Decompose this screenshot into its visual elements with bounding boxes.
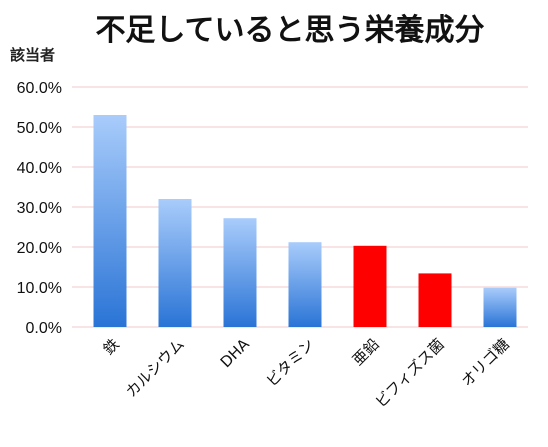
x-tick-label: ビタミン xyxy=(263,335,318,390)
x-axis-ticks: 鉄カルシウム DHA ビタミン 亜鉛ビフィズス菌 オリゴ糖 xyxy=(99,335,512,412)
bar-6 xyxy=(418,273,452,327)
y-axis-ticks: 0.0% 10.0% 20.0% 30.0% 40.0% 50.0% 60.0% xyxy=(17,80,62,337)
x-tick-label: オリゴ糖 xyxy=(458,335,513,390)
x-tick-label: DHA xyxy=(217,335,254,372)
x-tick-label: 鉄 xyxy=(99,335,122,358)
bar-7 xyxy=(483,287,517,327)
bar-2 xyxy=(158,199,192,327)
y-tick-label: 50.0% xyxy=(17,120,62,137)
bar-1 xyxy=(93,115,127,327)
bars xyxy=(93,115,517,327)
y-tick-label: 30.0% xyxy=(17,200,62,217)
x-tick-label: カルシウム xyxy=(122,335,188,401)
y-axis-label: 該当者 xyxy=(10,46,55,64)
bar-5 xyxy=(353,245,387,327)
y-tick-label: 20.0% xyxy=(17,240,62,257)
y-tick-label: 60.0% xyxy=(17,80,62,97)
bar-3 xyxy=(223,218,257,327)
y-tick-label: 10.0% xyxy=(17,280,62,297)
y-tick-label: 40.0% xyxy=(17,160,62,177)
y-tick-label: 0.0% xyxy=(26,320,62,337)
bar-4 xyxy=(288,242,322,327)
x-tick-label: ビフィズス菌 xyxy=(372,335,448,411)
x-tick-label: 亜鉛 xyxy=(349,335,383,369)
chart-title: 不足していると思う栄養成分 xyxy=(95,13,484,48)
